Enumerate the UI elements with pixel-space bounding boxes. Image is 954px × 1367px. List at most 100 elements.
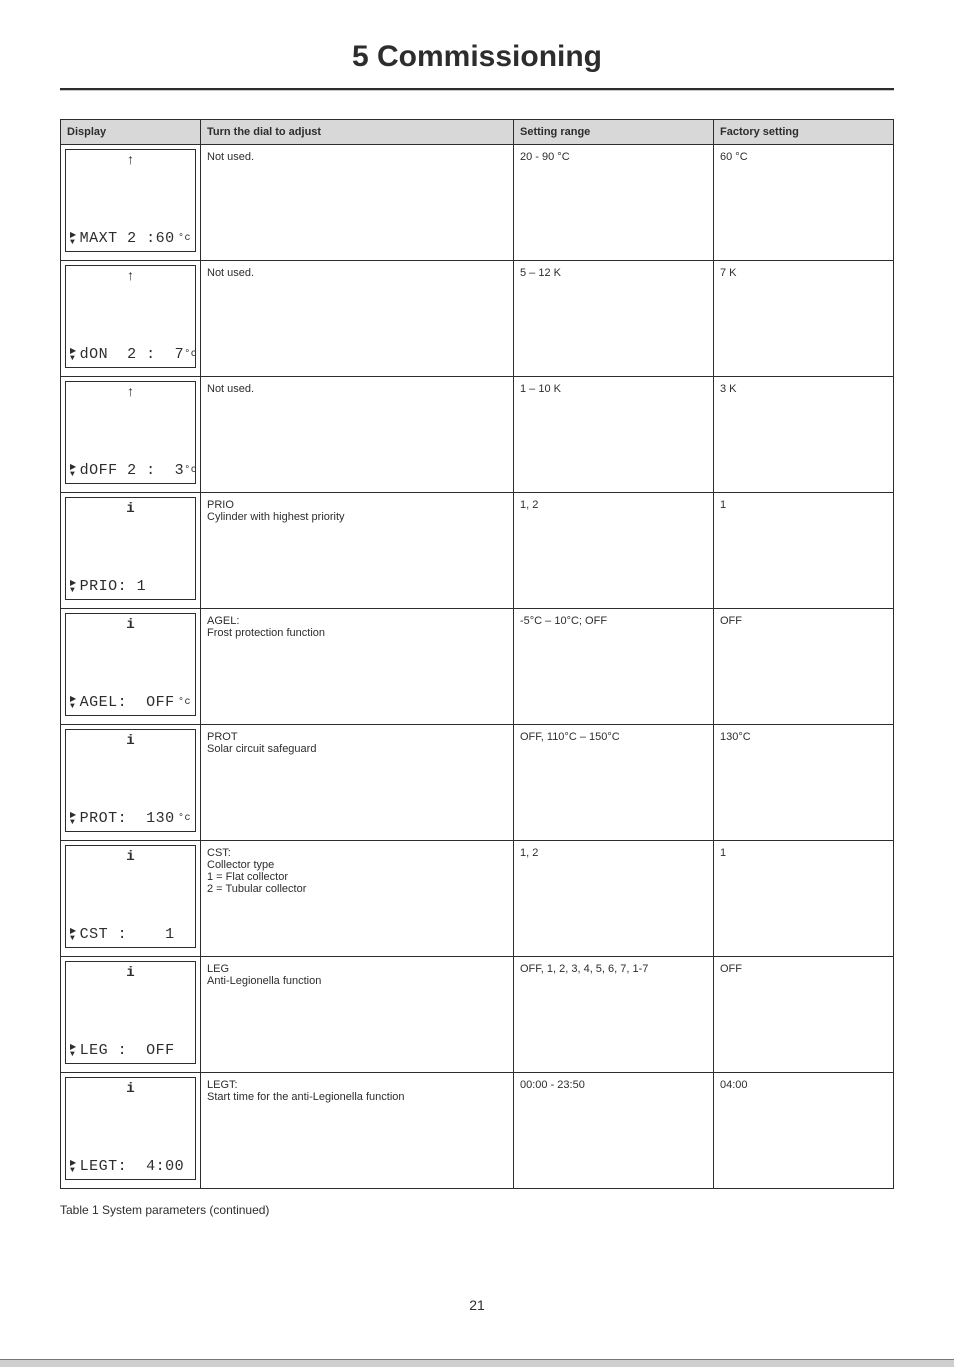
- table-row: ↑ ▶▼dON 2 : 7°c Not used.5 – 12 K7 K: [61, 261, 894, 377]
- lcd-text: PRIO: 1: [80, 579, 191, 594]
- factory-cell: 130°C: [714, 725, 894, 841]
- range-cell: 20 - 90 °C: [514, 145, 714, 261]
- factory-cell: 7 K: [714, 261, 894, 377]
- display-cell: ↑ ▶▼dOFF 2 : 3°c: [61, 377, 201, 493]
- lcd-unit: °c: [178, 234, 191, 244]
- factory-cell: 1: [714, 493, 894, 609]
- nav-arrows-icon: ▶▼: [70, 812, 77, 826]
- range-cell: 5 – 12 K: [514, 261, 714, 377]
- page-title: 5 Commissioning: [60, 40, 894, 90]
- page-number: 21: [60, 1297, 894, 1313]
- table-caption: Table 1 System parameters (continued): [60, 1203, 894, 1217]
- display-cell: i ▶▼PROT: 130°c: [61, 725, 201, 841]
- lcd-readout: ▶▼MAXT 2 :60°c: [70, 231, 191, 246]
- lcd-text: PROT: 130: [80, 811, 178, 826]
- lcd-text: dON 2 : 7: [80, 347, 185, 362]
- lcd-indicator-icon: i: [126, 733, 134, 749]
- nav-arrows-icon: ▶▼: [70, 232, 77, 246]
- lcd-readout: ▶▼AGEL: OFF°c: [70, 695, 191, 710]
- lcd-readout: ▶▼PRIO: 1: [70, 579, 191, 594]
- lcd-text: LEGT: 4:00: [80, 1159, 191, 1174]
- params-table: Display Turn the dial to adjust Setting …: [60, 119, 894, 1189]
- title-rule: [60, 90, 894, 91]
- lcd-text: MAXT 2 :60: [80, 231, 178, 246]
- dial-cell: LEG Anti-Legionella function: [201, 957, 514, 1073]
- nav-arrows-icon: ▶▼: [70, 1160, 77, 1174]
- lcd-readout: ▶▼LEG : OFF: [70, 1043, 191, 1058]
- lcd-box: i ▶▼LEGT: 4:00: [65, 1077, 196, 1180]
- nav-arrows-icon: ▶▼: [70, 696, 77, 710]
- lcd-text: dOFF 2 : 3: [80, 463, 185, 478]
- display-cell: i ▶▼PRIO: 1: [61, 493, 201, 609]
- dial-cell: LEGT: Start time for the anti-Legionella…: [201, 1073, 514, 1189]
- display-cell: i ▶▼LEGT: 4:00: [61, 1073, 201, 1189]
- lcd-readout: ▶▼CST : 1: [70, 927, 191, 942]
- page-root: 5 Commissioning Display Turn the dial to…: [0, 0, 954, 1353]
- factory-cell: 3 K: [714, 377, 894, 493]
- lcd-text: LEG : OFF: [80, 1043, 191, 1058]
- lcd-text: CST : 1: [80, 927, 191, 942]
- range-cell: 1, 2: [514, 493, 714, 609]
- lcd-box: i ▶▼CST : 1: [65, 845, 196, 948]
- display-cell: i▶▼LEG : OFF: [61, 957, 201, 1073]
- range-cell: -5°C – 10°C; OFF: [514, 609, 714, 725]
- lcd-indicator-icon: i: [126, 501, 134, 517]
- hdr-factory: Factory setting: [714, 120, 894, 145]
- lcd-readout: ▶▼LEGT: 4:00: [70, 1159, 191, 1174]
- table-row: ↑▶▼MAXT 2 :60°cNot used.20 - 90 °C60 °C: [61, 145, 894, 261]
- table-row: i▶▼LEG : OFFLEG Anti-Legionella function…: [61, 957, 894, 1073]
- dial-cell: Not used.: [201, 261, 514, 377]
- dial-cell: Not used.: [201, 145, 514, 261]
- nav-arrows-icon: ▶▼: [70, 1044, 77, 1058]
- lcd-indicator-icon: ↑: [126, 385, 134, 401]
- lcd-box: ↑ ▶▼MAXT 2 :60°c: [65, 149, 196, 252]
- range-cell: 00:00 - 23:50: [514, 1073, 714, 1189]
- lcd-box: ↑ ▶▼dON 2 : 7°c: [65, 265, 196, 368]
- hdr-range: Setting range: [514, 120, 714, 145]
- display-cell: ↑ ▶▼MAXT 2 :60°c: [61, 145, 201, 261]
- factory-cell: 1: [714, 841, 894, 957]
- range-cell: OFF, 110°C – 150°C: [514, 725, 714, 841]
- footer-rule: [0, 1359, 954, 1367]
- lcd-box: i ▶▼AGEL: OFF°c: [65, 613, 196, 716]
- range-cell: OFF, 1, 2, 3, 4, 5, 6, 7, 1-7: [514, 957, 714, 1073]
- lcd-box: i ▶▼PROT: 130°c: [65, 729, 196, 832]
- lcd-text: AGEL: OFF: [80, 695, 178, 710]
- hdr-dial: Turn the dial to adjust: [201, 120, 514, 145]
- display-cell: i ▶▼AGEL: OFF°c: [61, 609, 201, 725]
- lcd-indicator-icon: i: [126, 1081, 134, 1097]
- range-cell: 1, 2: [514, 841, 714, 957]
- dial-cell: CST: Collector type 1 = Flat collector 2…: [201, 841, 514, 957]
- nav-arrows-icon: ▶▼: [70, 464, 77, 478]
- lcd-unit: °c: [178, 698, 191, 708]
- display-cell: i ▶▼CST : 1: [61, 841, 201, 957]
- lcd-unit: °c: [184, 466, 197, 476]
- lcd-box: i ▶▼PRIO: 1: [65, 497, 196, 600]
- table-row: i▶▼PRIO: 1PRIO Cylinder with highest pri…: [61, 493, 894, 609]
- table-row: i ▶▼LEGT: 4:00 LEGT: Start time for the an…: [61, 1073, 894, 1189]
- table-row: i ▶▼PROT: 130°c PROT Solar circuit safegua…: [61, 725, 894, 841]
- table-header-row: Display Turn the dial to adjust Setting …: [61, 120, 894, 145]
- lcd-indicator-icon: i: [126, 849, 134, 865]
- lcd-indicator-icon: ↑: [126, 269, 134, 285]
- nav-arrows-icon: ▶▼: [70, 580, 77, 594]
- lcd-indicator-icon: i: [126, 617, 134, 633]
- lcd-indicator-icon: ↑: [126, 153, 134, 169]
- dial-cell: Not used.: [201, 377, 514, 493]
- range-cell: 1 – 10 K: [514, 377, 714, 493]
- lcd-readout: ▶▼dOFF 2 : 3°c: [70, 463, 191, 478]
- lcd-readout: ▶▼dON 2 : 7°c: [70, 347, 191, 362]
- factory-cell: OFF: [714, 957, 894, 1073]
- dial-cell: PROT Solar circuit safeguard: [201, 725, 514, 841]
- hdr-display: Display: [61, 120, 201, 145]
- nav-arrows-icon: ▶▼: [70, 348, 77, 362]
- table-row: ↑ ▶▼dOFF 2 : 3°c Not used.1 – 10 K3 K: [61, 377, 894, 493]
- table-row: i ▶▼CST : 1 CST: Collector type 1 = Flat c…: [61, 841, 894, 957]
- factory-cell: 04:00: [714, 1073, 894, 1189]
- lcd-box: ↑ ▶▼dOFF 2 : 3°c: [65, 381, 196, 484]
- lcd-readout: ▶▼PROT: 130°c: [70, 811, 191, 826]
- table-row: i ▶▼AGEL: OFF°c AGEL: Frost protection fun…: [61, 609, 894, 725]
- factory-cell: OFF: [714, 609, 894, 725]
- lcd-box: i▶▼LEG : OFF: [65, 961, 196, 1064]
- dial-cell: AGEL: Frost protection function: [201, 609, 514, 725]
